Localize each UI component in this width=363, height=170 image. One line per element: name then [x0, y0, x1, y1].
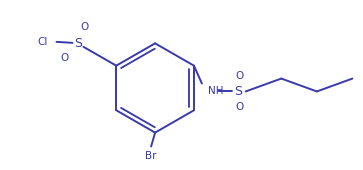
Text: S: S — [234, 85, 242, 98]
Text: NH: NH — [208, 87, 223, 96]
Text: O: O — [60, 53, 69, 63]
Text: O: O — [236, 71, 244, 81]
Text: O: O — [80, 22, 89, 32]
Text: O: O — [236, 102, 244, 112]
Text: Br: Br — [145, 151, 157, 161]
Text: Cl: Cl — [37, 37, 48, 47]
Text: S: S — [74, 37, 82, 50]
